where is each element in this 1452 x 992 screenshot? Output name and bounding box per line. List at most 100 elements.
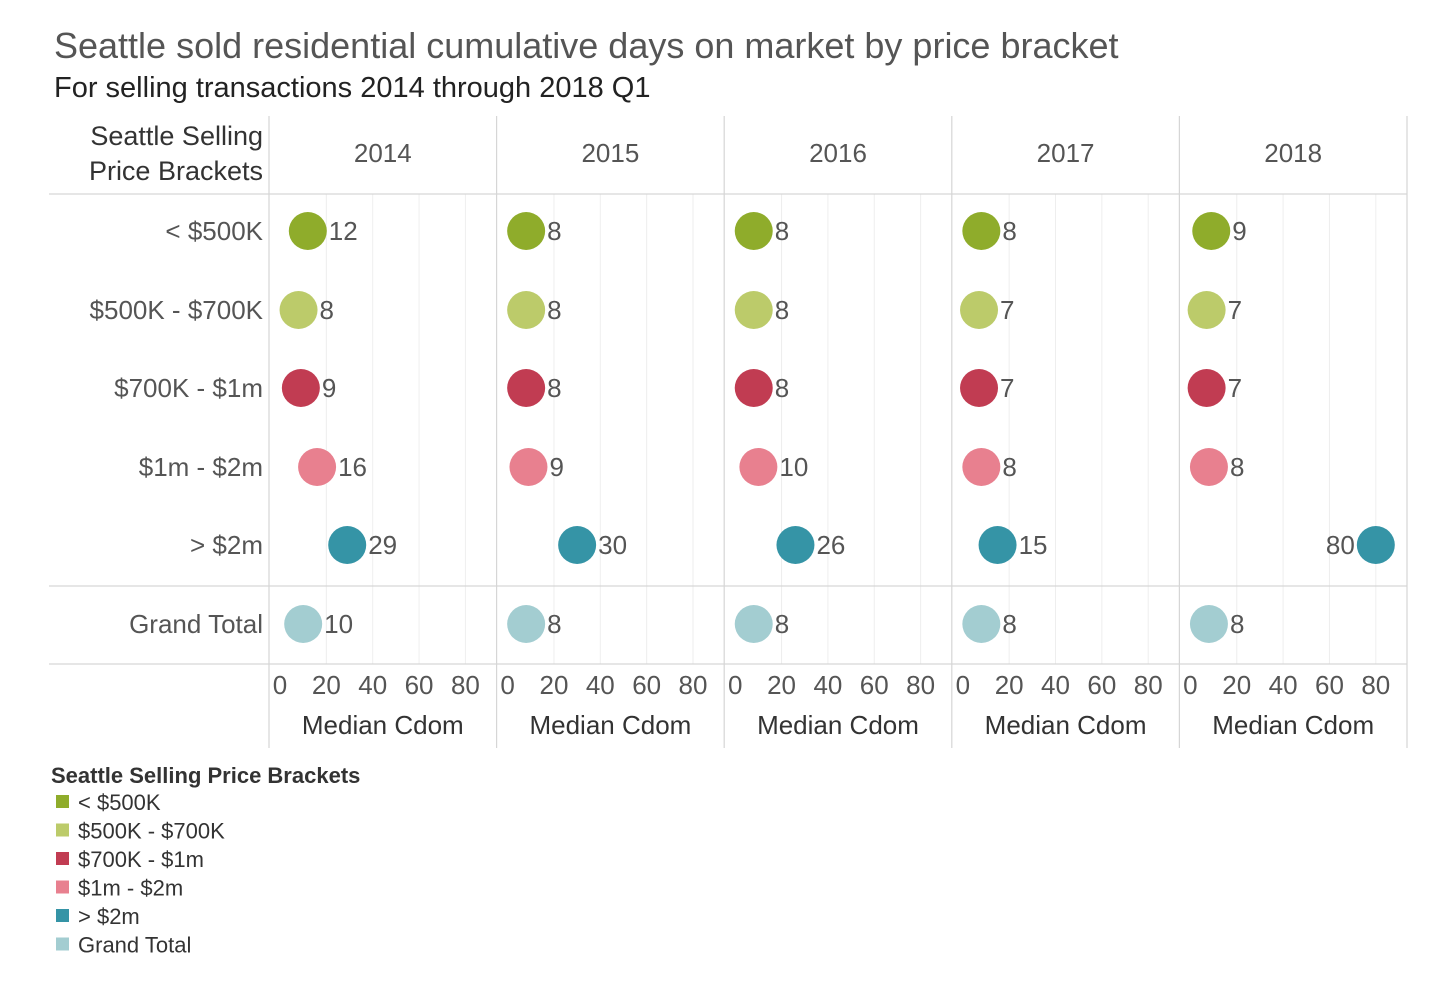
- data-label: 8: [775, 216, 789, 246]
- x-tick-label: 20: [1222, 670, 1251, 700]
- data-label: 7: [1000, 373, 1014, 403]
- data-point: [962, 448, 1001, 486]
- x-tick-label: 0: [728, 670, 742, 700]
- data-point: [328, 526, 367, 564]
- x-tick-label: 40: [1041, 670, 1070, 700]
- data-point: [288, 212, 327, 250]
- data-label: 8: [1002, 452, 1016, 482]
- data-label: 29: [368, 530, 397, 560]
- data-point: [734, 605, 773, 643]
- data-label: 7: [1228, 295, 1242, 325]
- data-label: 8: [775, 295, 789, 325]
- data-label: 9: [1232, 216, 1246, 246]
- data-label: 26: [816, 530, 845, 560]
- x-tick-label: 80: [1361, 670, 1390, 700]
- data-label: 8: [775, 373, 789, 403]
- data-label: 10: [324, 609, 353, 639]
- data-label: 8: [547, 216, 561, 246]
- x-tick-label: 20: [995, 670, 1024, 700]
- x-tick-label: 60: [632, 670, 661, 700]
- legend-swatch: [56, 795, 69, 808]
- legend-label: Grand Total: [78, 933, 191, 958]
- header-layer: Seattle Selling Price Brackets 2014 2015 201…: [89, 121, 1322, 639]
- marks-layer: 12 8 8 8 9 8 8 8 7 7 9 8 8 7 7 16 9 10 8 8 29 30 26 15 80 10 8 8 8 8: [279, 212, 1395, 643]
- x-tick-label: 80: [906, 670, 935, 700]
- chart-subtitle: For selling transactions 2014 through 20…: [54, 72, 650, 104]
- x-tick-label: 80: [451, 670, 480, 700]
- x-tick-label: 0: [273, 670, 287, 700]
- data-point: [734, 369, 773, 407]
- row-label: $700K - $1m: [114, 373, 263, 403]
- data-point: [507, 291, 546, 329]
- data-point: [978, 526, 1017, 564]
- data-point: [962, 212, 1001, 250]
- legend-swatch: [56, 909, 69, 922]
- x-tick-label: 20: [767, 670, 796, 700]
- column-header-2015: 2015: [581, 138, 639, 168]
- data-label: 15: [1019, 530, 1048, 560]
- legend-swatch: [56, 823, 69, 837]
- x-tick-label: 0: [500, 670, 514, 700]
- row-header-label: Seattle Selling: [90, 121, 263, 151]
- row-label: $500K - $700K: [90, 295, 264, 325]
- row-label: $1m - $2m: [139, 452, 263, 482]
- data-label: 80: [1326, 530, 1355, 560]
- x-tick-label: 0: [1183, 670, 1197, 700]
- column-header-2018: 2018: [1264, 138, 1322, 168]
- data-point: [734, 212, 773, 250]
- data-label: 8: [1230, 609, 1244, 639]
- x-axis-title: Median Cdom: [529, 710, 691, 740]
- data-point: [1192, 212, 1231, 250]
- data-label: 10: [779, 452, 808, 482]
- x-tick-label: 60: [860, 670, 889, 700]
- legend-label: > $2m: [78, 904, 140, 929]
- data-point: [1189, 448, 1228, 486]
- legend-title: Seattle Selling Price Brackets: [51, 763, 360, 788]
- row-label: < $500K: [165, 216, 263, 246]
- x-axis-title: Median Cdom: [985, 710, 1147, 740]
- data-point: [507, 212, 546, 250]
- data-label: 16: [338, 452, 367, 482]
- data-point: [960, 369, 999, 407]
- x-tick-label: 60: [1315, 670, 1344, 700]
- data-label: 9: [322, 373, 336, 403]
- legend-label: $700K - $1m: [78, 847, 204, 872]
- row-header-label: Price Brackets: [89, 156, 263, 186]
- x-tick-label: 0: [956, 670, 970, 700]
- data-label: 8: [1002, 216, 1016, 246]
- data-label: 9: [549, 452, 563, 482]
- x-tick-label: 40: [358, 670, 387, 700]
- data-point: [279, 291, 318, 329]
- x-tick-label: 60: [405, 670, 434, 700]
- data-point: [776, 526, 815, 564]
- data-label: 7: [1228, 373, 1242, 403]
- legend-label: $500K - $700K: [78, 819, 225, 844]
- data-label: 8: [547, 373, 561, 403]
- data-point: [507, 605, 546, 643]
- data-point: [298, 448, 337, 486]
- data-label: 30: [598, 530, 627, 560]
- x-tick-label: 60: [1087, 670, 1116, 700]
- x-tick-label: 80: [1134, 670, 1163, 700]
- x-tick-label: 20: [539, 670, 568, 700]
- chart-title: Seattle sold residential cumulative days…: [54, 25, 1119, 66]
- data-point: [739, 448, 778, 486]
- x-tick-label: 40: [586, 670, 615, 700]
- data-point: [1187, 291, 1226, 329]
- data-label: 12: [329, 216, 358, 246]
- x-tick-label: 20: [312, 670, 341, 700]
- data-point: [1356, 526, 1395, 564]
- row-label: > $2m: [190, 530, 263, 560]
- data-point: [507, 369, 546, 407]
- data-point: [960, 291, 999, 329]
- data-point: [962, 605, 1001, 643]
- x-axis-title: Median Cdom: [1212, 710, 1374, 740]
- data-point: [1187, 369, 1226, 407]
- x-axis-title: Median Cdom: [302, 710, 464, 740]
- data-label: 8: [775, 609, 789, 639]
- axis-layer: 0 20 40 60 80 Median Cdom 0 20 40 60 80 Median Cdom…: [273, 670, 1391, 740]
- data-label: 8: [547, 295, 561, 325]
- grid-layer: [49, 116, 1408, 748]
